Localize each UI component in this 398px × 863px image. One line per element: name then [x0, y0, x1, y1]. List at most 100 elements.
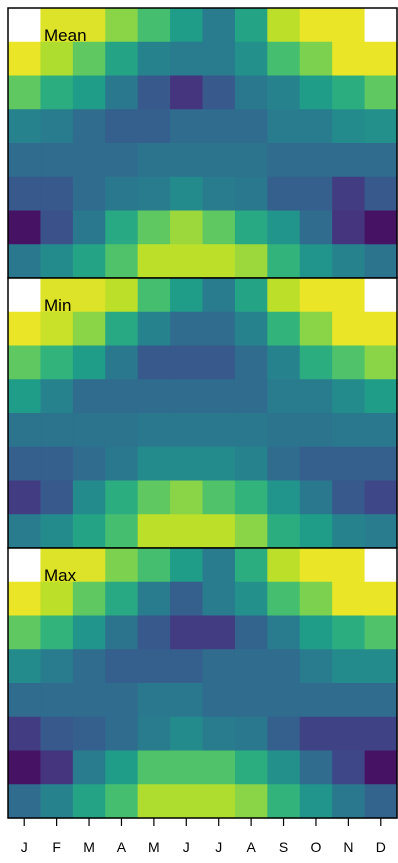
heatmap-cell — [364, 581, 398, 617]
heatmap-cell — [267, 446, 301, 482]
heatmap-cell — [234, 683, 268, 718]
heatmap-cell — [299, 649, 333, 684]
heatmap-cell — [72, 716, 106, 752]
heatmap-cell — [364, 514, 398, 549]
heatmap-cell — [364, 716, 398, 752]
heatmap-cell — [267, 683, 301, 718]
heatmap-cell — [234, 480, 268, 515]
panel-label: Max — [44, 566, 77, 585]
heatmap-cell — [8, 278, 42, 313]
heatmap-cell — [8, 649, 42, 684]
panel-min: Min — [7, 277, 398, 549]
heatmap-cell — [332, 480, 366, 515]
heatmap-cell — [332, 41, 366, 77]
heatmap-cell — [170, 581, 204, 617]
heatmap-cell — [170, 109, 204, 144]
heatmap-cell — [40, 345, 74, 380]
heatmap-cell — [8, 8, 42, 43]
heatmap-cell — [299, 480, 333, 515]
heatmap-cell — [72, 75, 106, 110]
heatmap-cell — [105, 109, 139, 144]
heatmap-cell — [137, 75, 171, 110]
heatmap-cell — [8, 683, 42, 718]
heatmap-cell — [170, 176, 204, 212]
heatmap-cell — [364, 446, 398, 482]
heatmap-cell — [332, 413, 366, 448]
heatmap-cell — [267, 109, 301, 144]
heatmap-cell — [8, 311, 42, 347]
x-tick-label: O — [311, 839, 322, 855]
heatmap-cell — [8, 345, 42, 380]
heatmap-cell — [234, 413, 268, 448]
heatmap-cell — [202, 615, 236, 650]
heatmap-cell — [202, 311, 236, 347]
heatmap-cell — [72, 581, 106, 617]
heatmap-cell — [332, 750, 366, 785]
heatmap-cell — [137, 514, 171, 549]
heatmap-cell — [72, 750, 106, 785]
panel-label: Min — [44, 296, 71, 315]
heatmap-cell — [267, 413, 301, 448]
heatmap-cell — [202, 143, 236, 178]
heatmap-cell — [234, 210, 268, 245]
heatmap-cell — [202, 41, 236, 77]
heatmap-cell — [299, 379, 333, 414]
heatmap-cell — [8, 210, 42, 245]
heatmap-cell — [299, 109, 333, 144]
heatmap-cell — [72, 311, 106, 347]
heatmap-cell — [8, 379, 42, 414]
heatmap-cell — [8, 413, 42, 448]
heatmap-cell — [332, 548, 366, 583]
heatmap-cell — [170, 41, 204, 77]
heatmap-cell — [170, 514, 204, 549]
heatmap-cell — [364, 143, 398, 178]
heatmap-cell — [137, 649, 171, 684]
heatmap-cell — [202, 683, 236, 718]
heatmap-cell — [72, 41, 106, 77]
heatmap-cell — [299, 514, 333, 549]
heatmap-cell — [170, 446, 204, 482]
heatmap-cell — [364, 615, 398, 650]
heatmap-cell — [332, 210, 366, 245]
heatmap-cell — [267, 514, 301, 549]
heatmap-cell — [267, 41, 301, 77]
heatmap-cell — [234, 379, 268, 414]
heatmap-cell — [137, 311, 171, 347]
heatmap-cell — [105, 379, 139, 414]
heatmap-cell — [332, 716, 366, 752]
heatmap-cell — [72, 683, 106, 718]
heatmap-cell — [332, 784, 366, 819]
heatmap-cell — [267, 278, 301, 313]
x-tick-label: M — [148, 839, 160, 855]
heatmap-cell — [299, 581, 333, 617]
heatmap-cell — [170, 480, 204, 515]
heatmap-cell — [202, 649, 236, 684]
heatmap-cell — [105, 649, 139, 684]
heatmap-cell — [234, 649, 268, 684]
heatmap-cell — [267, 345, 301, 380]
heatmap-cell — [332, 514, 366, 549]
heatmap-cell — [234, 75, 268, 110]
heatmap-cell — [105, 176, 139, 212]
heatmap-cell — [137, 413, 171, 448]
heatmap-cell — [8, 75, 42, 110]
heatmap-cell — [299, 784, 333, 819]
heatmap-cell — [299, 278, 333, 313]
heatmap-cell — [267, 480, 301, 515]
heatmap-cell — [105, 41, 139, 77]
heatmap-cell — [8, 109, 42, 144]
heatmap-cell — [332, 109, 366, 144]
heatmap-cell — [40, 716, 74, 752]
heatmap-cell — [40, 649, 74, 684]
x-tick-label: J — [215, 839, 222, 855]
heatmap-cell — [40, 109, 74, 144]
heatmap-cell — [72, 8, 106, 43]
heatmap-cell — [332, 278, 366, 313]
heatmap-cell — [137, 581, 171, 617]
heatmap-cell — [364, 750, 398, 785]
heatmap-cell — [40, 311, 74, 347]
heatmap-cell — [105, 311, 139, 347]
heatmap-cell — [72, 413, 106, 448]
heatmap-cell — [364, 379, 398, 414]
heatmap-cell — [202, 750, 236, 785]
